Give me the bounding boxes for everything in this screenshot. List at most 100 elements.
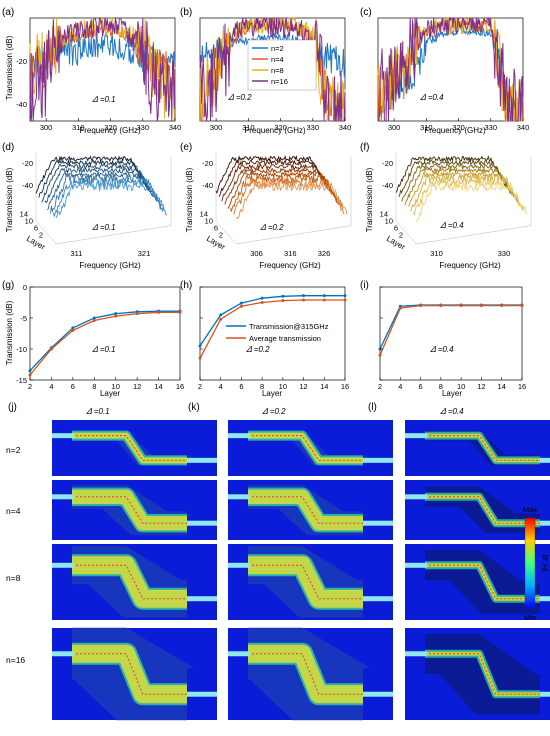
data-point — [114, 312, 118, 316]
x-tick-label: 4 — [219, 382, 223, 391]
series-line-n=16 — [378, 16, 524, 122]
x-tick-label: 310 — [420, 123, 433, 132]
x-tick-label: 8 — [260, 382, 264, 391]
data-point — [500, 304, 504, 308]
waterfall-trace — [44, 166, 156, 204]
row-label-n4: n=4 — [6, 506, 21, 516]
x-tick-label: 14 — [154, 382, 162, 391]
colorbar-scale — [524, 517, 536, 609]
layer-label-d: Layer — [25, 234, 47, 252]
data-point — [157, 310, 161, 314]
z-tick-label: -20 — [382, 159, 393, 168]
x-tick-label: 10 — [457, 382, 465, 391]
x-tick-label: 330 — [498, 249, 511, 258]
x-tick-label: 320 — [274, 123, 287, 132]
x-tick-label: 4 — [398, 382, 402, 391]
input-waveguide — [405, 433, 427, 439]
annotation-c: 𝛥 =0.4 — [420, 93, 444, 102]
x-tick-label: 330 — [307, 123, 320, 132]
series-line — [199, 295, 345, 347]
data-point — [28, 369, 32, 373]
y-tick-label: -10 — [16, 345, 27, 354]
input-waveguide — [52, 562, 74, 568]
output-waveguide — [363, 596, 393, 602]
z-tick-label: -40 — [382, 181, 393, 190]
row-label-n2: n=2 — [6, 445, 21, 455]
x-tick-label: 16 — [176, 382, 184, 391]
data-point — [419, 304, 423, 308]
series-line-n=16 — [199, 16, 346, 122]
chart-c: 300 310 320 330 340 — [377, 16, 529, 132]
series-line — [29, 310, 180, 372]
x-tick-label: 321 — [138, 249, 151, 258]
axis-box — [395, 152, 532, 245]
x-tick-label: 326 — [318, 249, 331, 258]
axis-box — [35, 152, 172, 245]
legend-n2: n=2 — [271, 44, 284, 53]
chart-h: 2 4 6 8 10 12 14 16 — [198, 286, 349, 391]
x-tick-label: 310 — [72, 123, 85, 132]
legend-top: n=2 n=4 n=8 n=16 — [247, 39, 317, 91]
chart-i: 2 4 6 8 10 12 14 16 — [378, 286, 526, 391]
col-title-l: 𝛥 =0.4 — [440, 407, 464, 416]
panel-label-e: (e) — [180, 142, 192, 153]
series-line — [379, 304, 522, 356]
x-tick-label: 6 — [71, 382, 75, 391]
panel-label-h: (h) — [180, 280, 192, 291]
data-point — [92, 316, 96, 320]
z-tick-label: -20 — [202, 159, 213, 168]
layer-label-e: Layer — [205, 234, 227, 252]
x-tick-label: 330 — [137, 123, 150, 132]
x-tick-label: 300 — [210, 123, 223, 132]
colorbar-quantity: |H_z| — [540, 554, 549, 571]
field-maps-grid — [52, 420, 550, 721]
waterfall-trace — [415, 181, 528, 222]
panel-label-l: (l) — [368, 402, 377, 413]
layer-tick-label: 2 — [219, 230, 223, 239]
annotation-b: 𝛥 =0.2 — [228, 93, 252, 102]
data-point — [260, 301, 264, 304]
output-waveguide — [187, 457, 217, 463]
data-point — [343, 298, 347, 302]
x-tick-label: 340 — [169, 123, 182, 132]
series-line — [29, 311, 180, 376]
y-tick-label: -5 — [20, 314, 27, 323]
input-waveguide — [52, 494, 74, 500]
xlabel-d: Frequency (GHz) — [79, 261, 141, 270]
waterfall-trace — [41, 163, 153, 203]
ylabel-3d-d: Transmission (dB) — [5, 167, 14, 232]
x-tick-label: 14 — [498, 382, 506, 391]
x-tick-label: 300 — [388, 123, 401, 132]
col-title-j: 𝛥 =0.1 — [86, 407, 110, 416]
z-tick-label: -40 — [22, 181, 33, 190]
ylabel-3d-e: Transmission (dB) — [185, 167, 194, 232]
x-tick-label: 6 — [418, 382, 422, 391]
x-tick-label: 10 — [112, 382, 120, 391]
waterfall-trace — [395, 155, 507, 193]
annotation-d: 𝛥 =0.1 — [92, 223, 116, 232]
ylabel-top: Transmission (dB) — [5, 35, 14, 100]
xlabel-g: Layer — [100, 389, 120, 398]
data-point — [302, 298, 306, 302]
input-waveguide — [228, 651, 250, 657]
xlabel-e: Frequency (GHz) — [259, 261, 321, 270]
legend-transmission-315: Transmission@315GHz — [249, 322, 329, 331]
col-title-k: 𝛥 =0.2 — [262, 407, 286, 416]
y-tick-label: 0 — [23, 283, 27, 292]
data-point — [114, 314, 118, 318]
data-point — [71, 328, 75, 332]
x-tick-label: 340 — [339, 123, 352, 132]
waterfall-trace — [401, 162, 513, 202]
plot-area — [29, 286, 181, 381]
legend-n16: n=16 — [271, 77, 288, 86]
input-waveguide — [405, 494, 427, 500]
z-tick-label: -40 — [202, 181, 213, 190]
x-tick-label: 12 — [477, 382, 485, 391]
annotation-i: 𝛥 =0.4 — [430, 345, 454, 354]
x-tick-label: 306 — [250, 249, 263, 258]
panel-label-a: (a) — [2, 7, 14, 18]
row-label-n16: n=16 — [6, 655, 25, 665]
data-point — [322, 294, 326, 298]
x-tick-label: 310 — [430, 249, 443, 258]
